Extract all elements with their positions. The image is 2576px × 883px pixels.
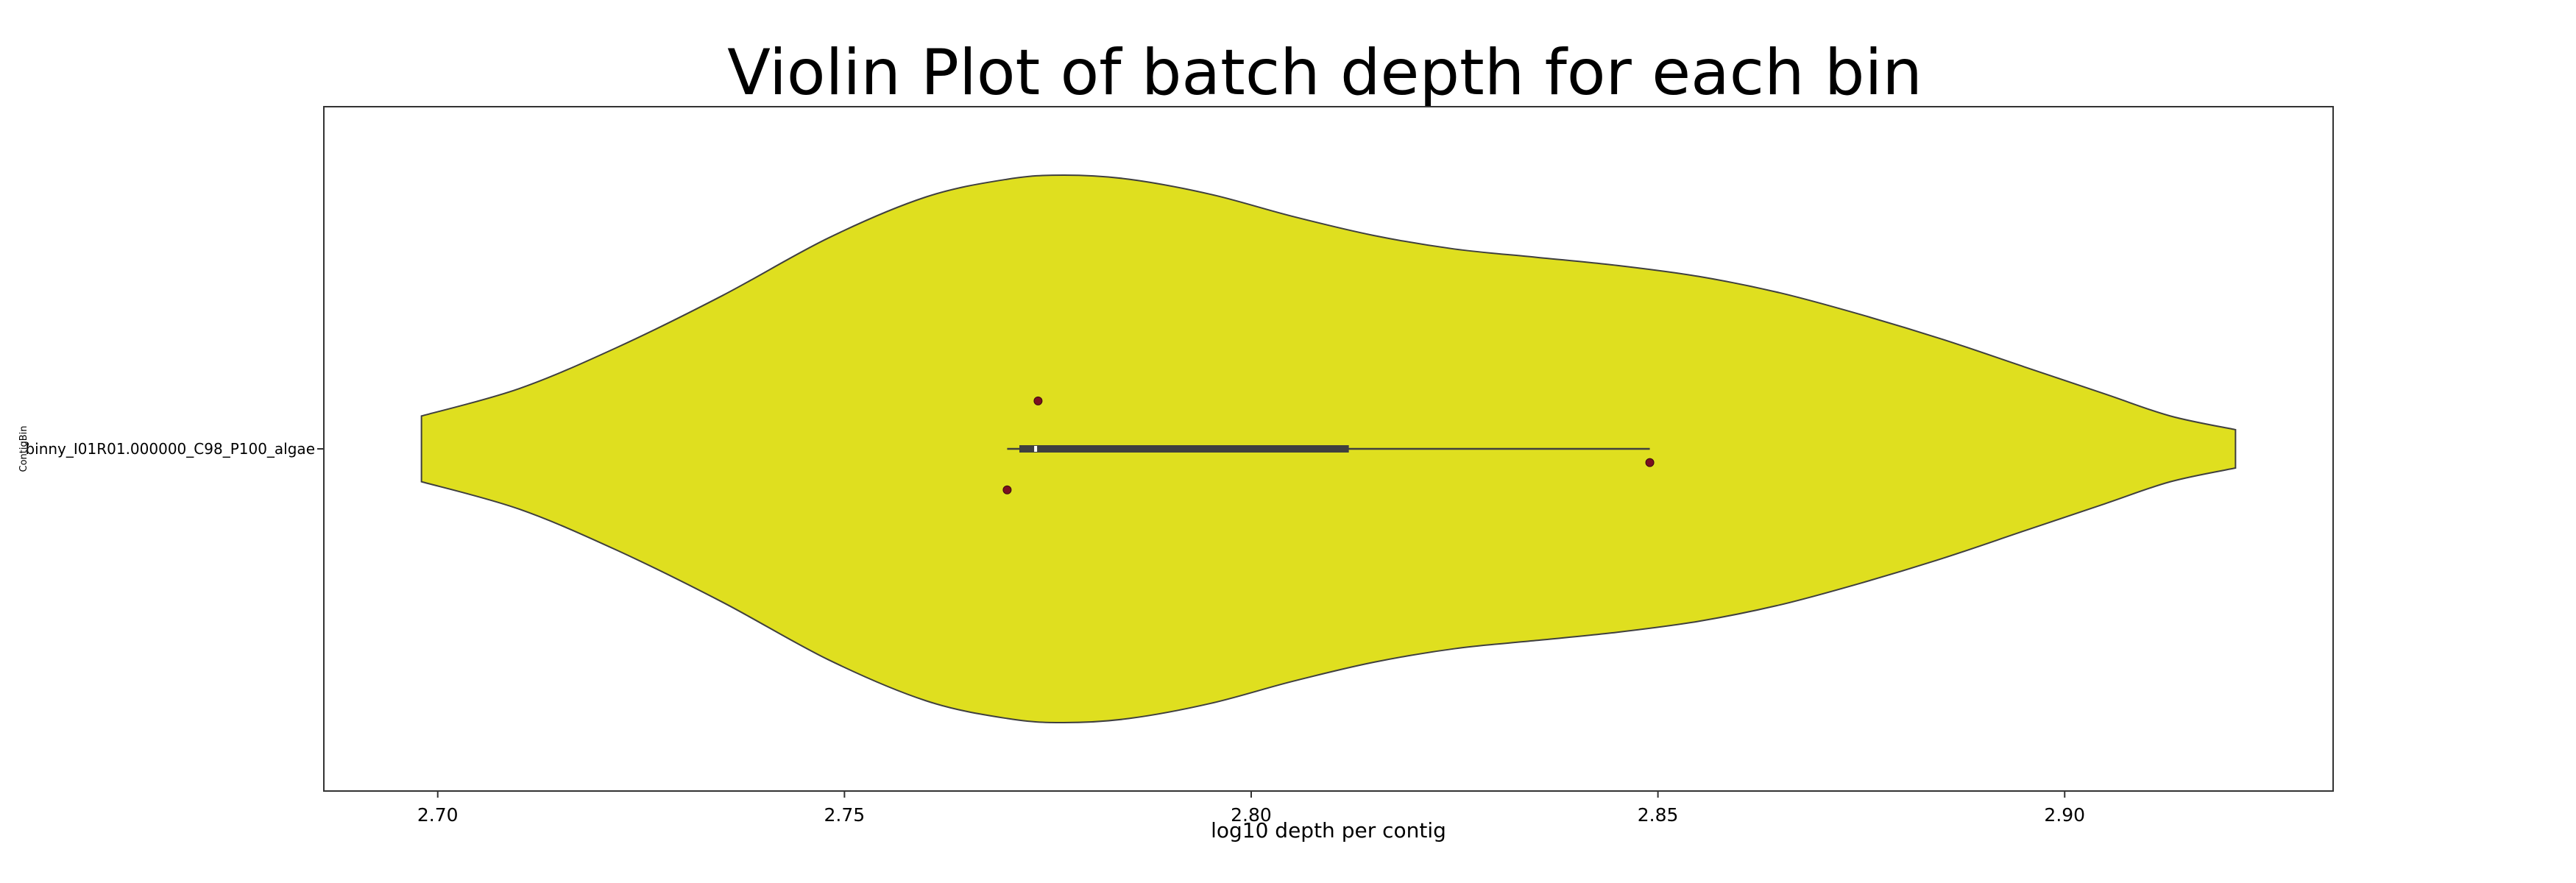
y-axis-label: ContigBin — [18, 425, 29, 472]
violin-layer — [420, 174, 2237, 724]
iqr-box — [1019, 445, 1349, 453]
x-tick-label: 2.70 — [417, 804, 459, 826]
y-axis-ticks: binny_I01R01.000000_C98_P100_algae — [25, 440, 324, 458]
chart-title: Violin Plot of batch depth for each bin — [727, 36, 1922, 110]
x-tick-label: 2.80 — [1231, 804, 1272, 826]
data-point — [1033, 396, 1043, 405]
y-category-label: binny_I01R01.000000_C98_P100_algae — [25, 440, 315, 458]
x-tick-label: 2.75 — [824, 804, 866, 826]
data-point — [1645, 458, 1655, 467]
x-tick-label: 2.85 — [1638, 804, 1679, 826]
x-tick-label: 2.90 — [2044, 804, 2085, 826]
x-axis-ticks: 2.70 2.75 2.80 2.85 2.90 — [417, 791, 2085, 826]
data-point — [1002, 485, 1012, 494]
x-axis-label: log10 depth per contig — [1211, 818, 1446, 843]
median-marker — [1034, 446, 1038, 452]
